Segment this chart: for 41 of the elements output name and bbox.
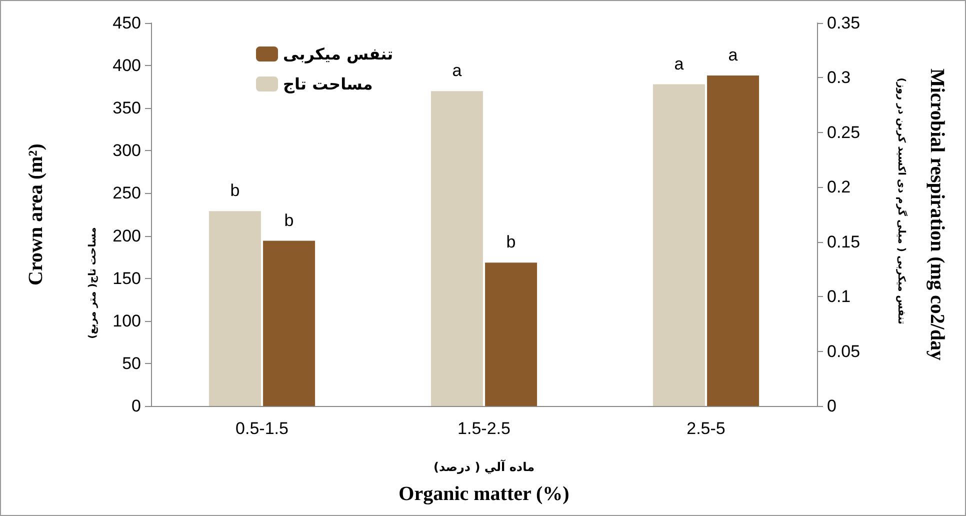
text: تنفس میکربی ( میلی گرم دی اکسید کربن در روز)	[896, 78, 908, 325]
data-label: a	[728, 46, 738, 65]
y2-tick-label: 0.25	[827, 122, 860, 142]
y2-tick-label: 0.2	[827, 178, 851, 197]
y-tick-label: 400	[112, 56, 141, 76]
y2-tick-label: 0	[827, 396, 836, 416]
y2-tick-label: 0.3	[827, 68, 851, 88]
x-tick-label: 2.5-5	[686, 419, 726, 438]
bar	[485, 262, 538, 406]
y2-tick-label: 0.15	[827, 232, 860, 252]
data-label: b	[506, 232, 516, 252]
bar	[652, 84, 705, 406]
y2-tick-label: 0.05	[827, 342, 860, 361]
bar	[208, 211, 261, 406]
x-tick-label: 0.5-1.5	[236, 419, 288, 438]
y-tick-label: 350	[112, 98, 141, 118]
y-tick-label: 200	[112, 226, 141, 246]
bar	[430, 91, 483, 406]
bar	[707, 76, 760, 406]
data-label: a	[452, 61, 462, 80]
y2-tick-label: 0.1	[827, 287, 851, 306]
y-tick-label: 100	[112, 311, 141, 330]
y2-axis-title: Microbial respiration (mg co2/day	[926, 68, 948, 361]
y2-tick-label: 0.35	[827, 14, 860, 32]
text: ماده آلي ( درصد)	[433, 459, 535, 474]
y-tick-label: 50	[122, 354, 141, 373]
y-tick-label: 450	[112, 14, 141, 32]
data-label: b	[230, 181, 240, 200]
y-tick-label: 0	[132, 396, 141, 416]
y-axis-title: Crown area (m²)	[25, 144, 47, 286]
text: مساحت تاج( متر مربع)	[88, 227, 98, 339]
data-label: b	[284, 210, 294, 230]
x-axis-title: Organic matter (%)	[398, 483, 570, 505]
x-tick-label: 1.5-2.5	[458, 419, 510, 438]
data-label: a	[674, 54, 684, 74]
bar	[263, 240, 316, 406]
y-tick-label: 300	[112, 141, 141, 160]
legend-label: مساحت تاج	[283, 74, 373, 94]
y-tick-label: 250	[112, 184, 141, 203]
legend-label: تنفس میکربی	[283, 44, 394, 64]
y-tick-label: 150	[112, 268, 141, 288]
